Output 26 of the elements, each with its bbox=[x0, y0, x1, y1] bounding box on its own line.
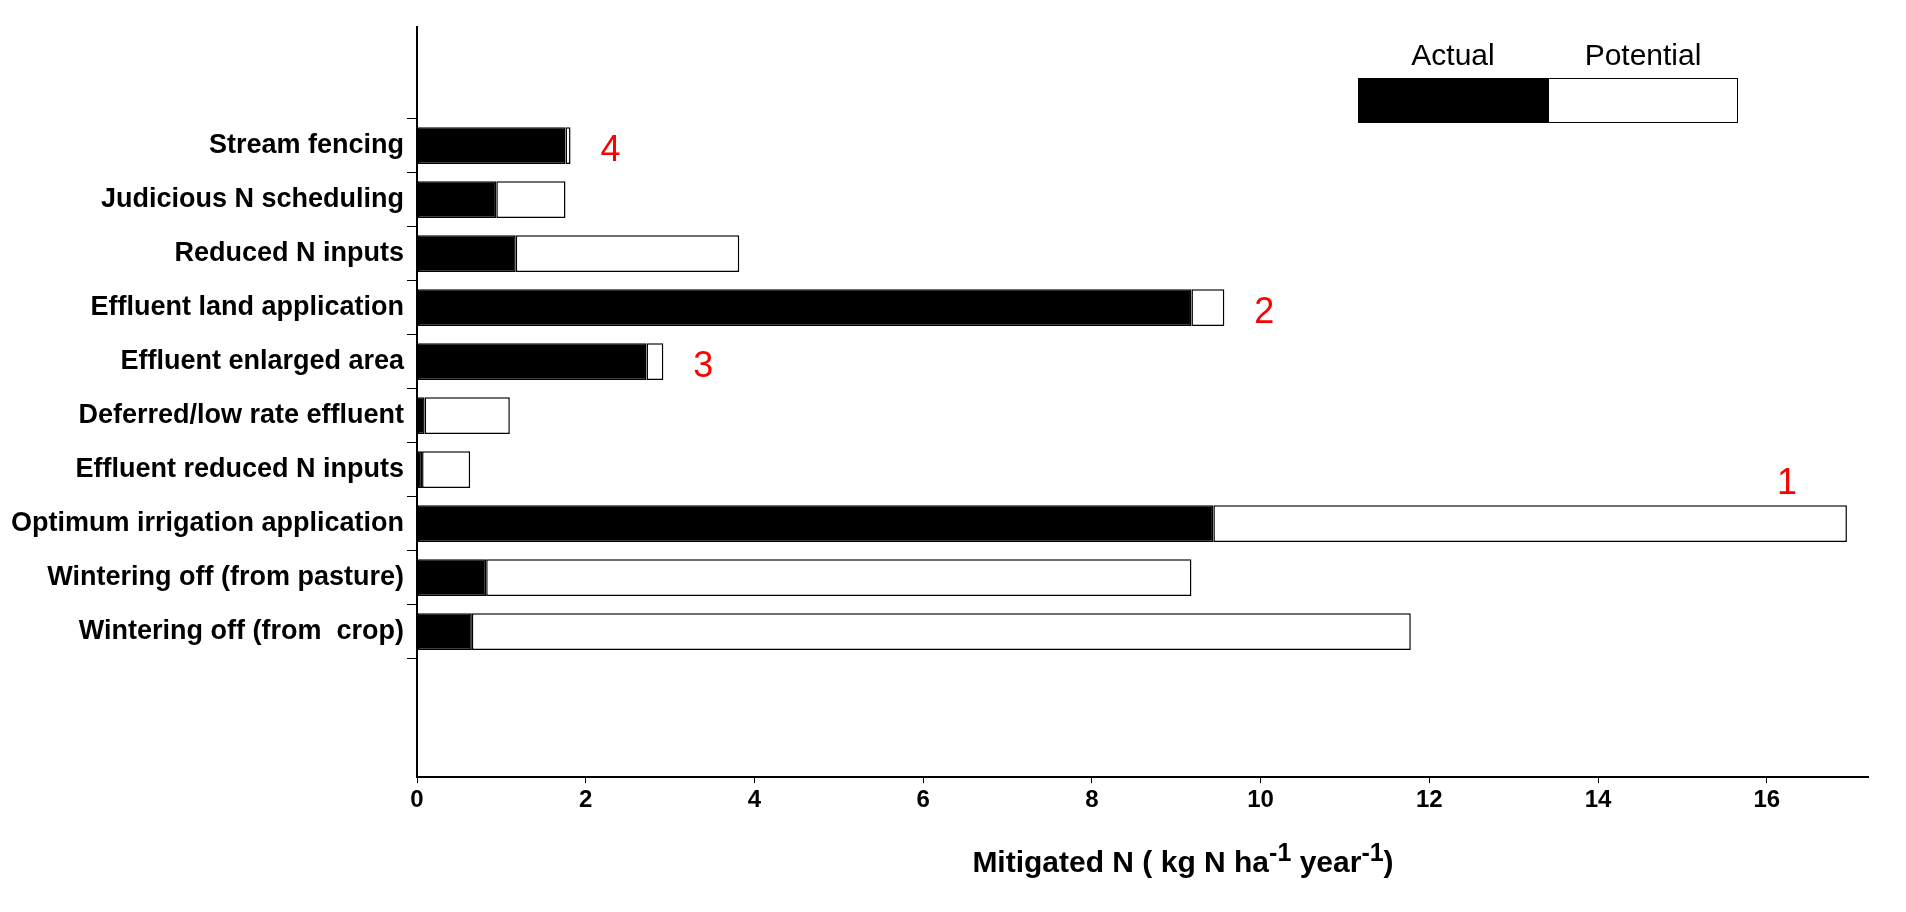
x-tick-label: 4 bbox=[747, 785, 762, 813]
y-tick-label: Effluent enlarged area bbox=[120, 345, 405, 376]
y-tick-label: Deferred/low rate effluent bbox=[78, 399, 405, 430]
x-tick-label: 10 bbox=[1247, 785, 1274, 813]
x-tick-label: 6 bbox=[916, 785, 930, 813]
annotation: 1 bbox=[1776, 460, 1797, 502]
annotation: 4 bbox=[600, 127, 621, 169]
x-tick-label: 8 bbox=[1085, 785, 1099, 813]
x-tick-label: 2 bbox=[579, 785, 593, 813]
y-tick-label: Optimum irrigation application bbox=[10, 507, 405, 538]
y-tick-label: Effluent land application bbox=[90, 291, 405, 322]
y-tick-label: Reduced N inputs bbox=[174, 237, 405, 268]
text: Actual bbox=[1410, 38, 1496, 72]
x-axis-title: Mitigated N ( kg N ha$^{-1}$ year$^{-1}$) bbox=[971, 838, 1395, 879]
y-tick-label: Stream fencing bbox=[208, 129, 405, 160]
text: Potential bbox=[1583, 38, 1703, 72]
y-tick-label: Effluent reduced N inputs bbox=[75, 453, 405, 484]
x-tick-label: 0 bbox=[410, 785, 424, 813]
x-tick-label: 16 bbox=[1753, 785, 1781, 813]
annotation: 3 bbox=[693, 343, 714, 385]
y-tick-label: Wintering off (from pasture) bbox=[47, 561, 405, 592]
y-tick-label: Judicious N scheduling bbox=[100, 183, 405, 214]
x-tick-label: 14 bbox=[1584, 785, 1613, 813]
y-tick-label: Wintering off (from crop) bbox=[78, 615, 405, 646]
x-tick-label: 12 bbox=[1415, 785, 1443, 813]
annotation: 2 bbox=[1254, 289, 1275, 331]
